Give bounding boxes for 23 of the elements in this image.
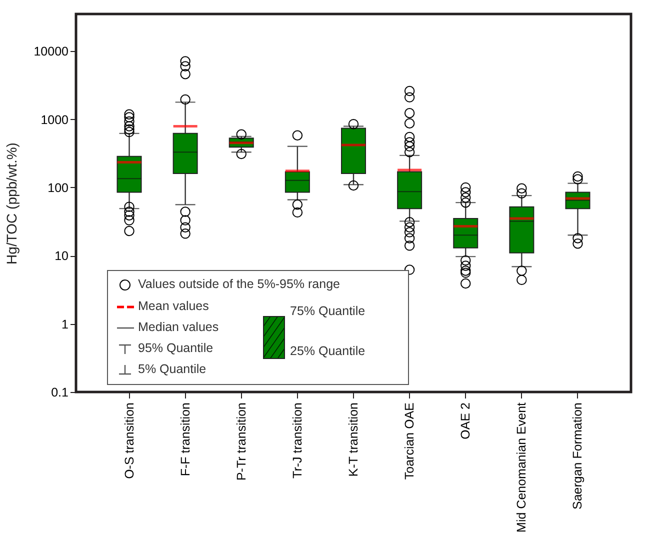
annotation: 95% Quantile [138,341,214,355]
x-tick-label: Saergan Formation [570,402,585,510]
x-tick-label: Tr-J transition [290,402,304,478]
y-tick-label: 0.1 [51,386,69,400]
x-tick-label: P-Tr transition [234,402,248,481]
annotation: 25% Quantile [290,344,366,358]
y-tick-label: 1 [62,317,69,332]
y-tick-label: 10000 [34,44,69,59]
x-tick-label: F-F transition [178,402,192,476]
annotation: 5% Quantile [138,362,206,376]
x-tick-label: K-T transition [346,402,360,477]
x-tick-label: Mid Cenomanian Event [514,402,529,532]
annotation: Values outside of the 5%-95% range [138,277,340,291]
x-tick-label: Toarcian OAE [402,402,417,480]
y-tick-label: 10 [54,249,69,264]
x-tick-label: O-S transition [122,402,136,479]
annotation: Mean values [138,299,209,313]
annotation: Median values [138,320,219,334]
annotation: 75% Quantile [290,304,366,318]
y-tick-label: 1000 [40,112,69,127]
y-tick-label: 100 [48,180,69,195]
x-tick-label: OAE 2 [458,402,473,440]
y-axis-title: Hg/TOC (ppb/wt.%) [4,142,20,264]
